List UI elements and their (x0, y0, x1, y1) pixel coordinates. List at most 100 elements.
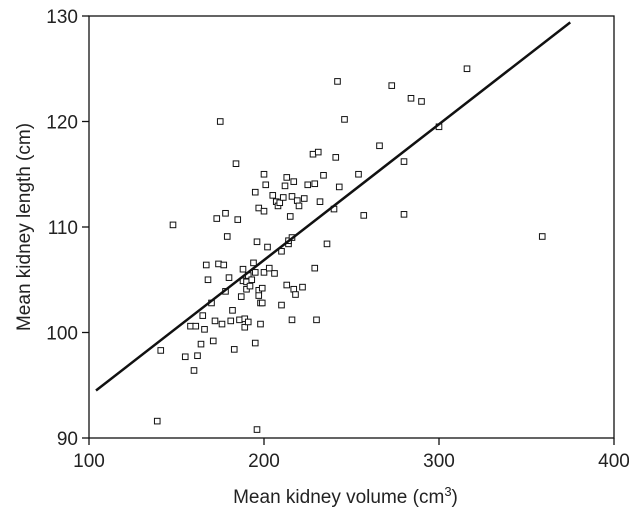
scatter-point (335, 183, 343, 191)
scatter-point (264, 243, 271, 251)
scatter-point (197, 340, 205, 348)
scatter-point (283, 174, 291, 181)
scatter-point (169, 221, 177, 229)
scatter-point (232, 160, 240, 167)
scatter-point (278, 301, 285, 309)
scatter-point (293, 197, 301, 204)
scatter-point (295, 202, 303, 210)
scatter-point (204, 276, 212, 284)
scatter-point (253, 238, 261, 246)
scatter-point (300, 195, 308, 202)
plot-frame (88, 15, 615, 439)
scatter-point (260, 269, 268, 276)
scatter-point (283, 281, 291, 289)
data-points (153, 65, 546, 433)
scatter-point (202, 261, 210, 269)
scatter-point (334, 78, 341, 85)
scatter-point (276, 199, 284, 207)
x-tick-label: 200 (248, 451, 280, 472)
scatter-point (288, 316, 296, 324)
scatter-point (211, 317, 219, 325)
scatter-point (201, 326, 208, 333)
scatter-point (230, 346, 238, 353)
scatter-point (400, 211, 408, 218)
x-axis-title: Mean kidney volume (cm3) (233, 484, 458, 508)
scatter-point (299, 283, 306, 291)
scatter-point (227, 317, 235, 325)
scatter-point (237, 293, 245, 300)
scatter-point (271, 270, 278, 277)
scatter-point (279, 194, 287, 201)
scatter-point (341, 116, 348, 123)
scatter-point (223, 233, 231, 240)
scatter-point (290, 178, 298, 185)
y-tick-label: 90 (57, 429, 78, 450)
scatter-point (181, 353, 189, 361)
trend-line (95, 21, 572, 392)
x-tick-label: 400 (598, 451, 629, 472)
y-axis-title: Mean kidney length (cm) (14, 123, 35, 331)
scatter-point (218, 320, 226, 328)
scatter-point (248, 276, 256, 284)
scatter-point (216, 118, 224, 125)
scatter-point (251, 339, 259, 347)
scatter-point (281, 182, 289, 190)
scatter-point (222, 209, 229, 217)
scatter-point (250, 259, 257, 267)
y-tick-label: 120 (46, 113, 78, 134)
scatter-point (463, 65, 471, 73)
y-tick-label: 130 (46, 7, 78, 28)
scatter-point (265, 264, 273, 272)
scatter-point (304, 181, 312, 189)
scatter-point (260, 207, 268, 215)
scatter-point (538, 233, 546, 240)
x-axis-title-suffix: ) (452, 487, 458, 508)
x-axis-title-main: Mean kidney volume (cm (233, 487, 444, 508)
scatter-point (199, 312, 207, 319)
scatter-point (194, 352, 201, 360)
y-axis: 90 100 110 120 130 (46, 7, 89, 450)
scatter-point (229, 307, 236, 314)
scatter-point (311, 180, 319, 188)
scatter-point (320, 172, 327, 179)
scatter-point (311, 264, 319, 272)
scatter-point (241, 323, 249, 331)
scatter-point (316, 198, 324, 205)
scatter-point (407, 94, 415, 102)
scatter-point (251, 269, 259, 276)
scatter-point (257, 320, 264, 328)
x-axis: 100 200 300 400 (73, 438, 629, 472)
scatter-point (246, 282, 254, 290)
scatter-point (286, 213, 294, 220)
scatter-point (153, 417, 161, 425)
y-tick-label: 110 (48, 218, 78, 239)
scatter-point (323, 240, 331, 248)
scatter-point (258, 284, 266, 292)
scatter-point (260, 170, 268, 178)
y-tick-label: 100 (46, 324, 78, 345)
scatter-point (220, 261, 228, 269)
scatter-point (225, 274, 233, 281)
scatter-point (213, 215, 221, 222)
scatter-point (376, 142, 383, 150)
scatter-point (290, 285, 298, 293)
x-tick-label: 100 (73, 451, 105, 472)
scatter-point (313, 316, 320, 324)
scatter-point (332, 154, 340, 161)
x-tick-label: 300 (423, 451, 455, 472)
scatter-point (288, 193, 296, 200)
scatter-point (262, 181, 270, 189)
scatter-point (244, 318, 252, 326)
scatter-point (157, 347, 165, 354)
x-axis-title-superscript: 3 (444, 484, 451, 499)
scatter-point (258, 299, 266, 307)
scatter-point (314, 148, 322, 156)
scatter-point (192, 322, 200, 330)
scatter-point (251, 188, 259, 196)
scatter-point (234, 216, 242, 223)
scatter-point (418, 98, 425, 105)
scatter-point (255, 292, 263, 299)
scatter-point (190, 367, 198, 374)
scatter-point (360, 212, 368, 219)
